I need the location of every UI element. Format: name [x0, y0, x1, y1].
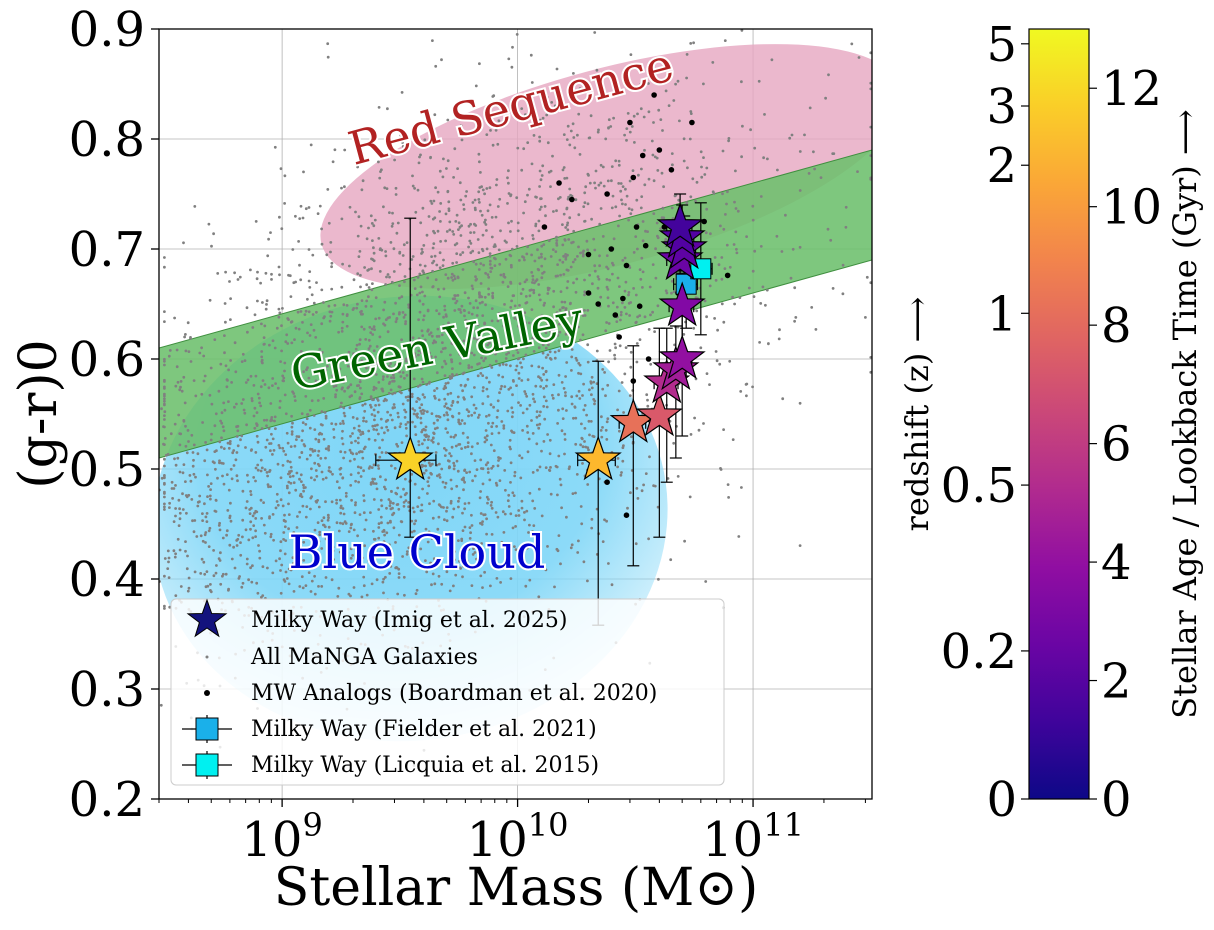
- mw-analog-point: [595, 301, 602, 307]
- legend-label-analogs: MW Analogs (Boardman et al. 2020): [251, 681, 657, 706]
- mw-imig-star: [635, 391, 683, 437]
- x-tick-label: 109: [241, 806, 322, 868]
- colorbar: [1028, 28, 1090, 800]
- legend-symbol-square: [195, 753, 219, 777]
- colorbar-age-tick-label: 8: [1101, 298, 1132, 354]
- mw-analog-points: [541, 92, 731, 518]
- colorbar-redshift-tick-label: 1: [986, 286, 1017, 342]
- colorbar-age-label: Stellar Age / Lookback Time (Gyr) ⟶: [1166, 109, 1204, 719]
- legend-label-fielder: Milky Way (Fielder et al. 2021): [251, 717, 597, 742]
- legend-symbol-star: [186, 598, 228, 638]
- plot-frame: [158, 28, 873, 800]
- x-tick-label: 1011: [702, 806, 804, 868]
- mw-imig-star: [658, 334, 706, 380]
- mw-analog-point: [585, 251, 592, 258]
- colorbar-redshift-tick-label: 0.5: [941, 458, 1017, 514]
- legend-label-manga: All MaNGA Galaxies: [250, 645, 478, 670]
- mw-analog-point: [604, 479, 610, 486]
- mw-analog-point: [630, 174, 637, 181]
- colorbar-redshift-tick-label: 0.2: [941, 624, 1017, 680]
- legend-symbol-square: [195, 717, 219, 741]
- mw-analog-point: [668, 167, 675, 173]
- colorbar-redshift-tick-label: 0: [986, 772, 1017, 828]
- colorbar-age-tick-label: 6: [1101, 417, 1132, 473]
- y-tick-label: 0.3: [69, 662, 145, 718]
- mw-analog-point: [623, 262, 630, 269]
- mw-analog-point: [620, 295, 626, 302]
- x-axis-label: Stellar Mass (M⊙): [274, 858, 758, 918]
- colorbar-age-tick-label: 10: [1101, 180, 1162, 236]
- y-axis-label: (g-r)0: [9, 339, 69, 488]
- mw-analog-point: [636, 303, 643, 310]
- mw-analog-point: [604, 191, 610, 197]
- legend-symbol-dot: [204, 690, 210, 696]
- mw-analog-point: [639, 152, 646, 159]
- mw-analog-point: [541, 224, 548, 230]
- mw-analog-point: [689, 119, 695, 126]
- colorbar-redshift-label: redshift (z) ⟶: [898, 297, 936, 532]
- y-tick-label: 0.4: [69, 552, 145, 608]
- colorbar-redshift-tick-label: 5: [986, 17, 1017, 73]
- mw-analog-point: [608, 246, 615, 252]
- mw-analog-point: [656, 147, 663, 153]
- mw-analog-point: [645, 356, 652, 362]
- colorbar-age-tick-label: 4: [1101, 535, 1132, 591]
- mw-analog-point: [633, 224, 640, 230]
- green-valley-region: [159, 149, 872, 459]
- mw-analog-point: [623, 512, 630, 518]
- mw-analog-point: [616, 334, 622, 340]
- y-tick-label: 0.9: [69, 2, 145, 58]
- y-tick-label: 0.5: [69, 442, 145, 498]
- mw-analog-point: [701, 218, 707, 225]
- legend-symbol-small-dot: [205, 655, 209, 659]
- colorbar-redshift-tick-label: 2: [986, 138, 1017, 194]
- y-tick-label: 0.7: [69, 222, 145, 278]
- mw-analog-point: [627, 119, 633, 126]
- colorbar-redshift-tick-label: 3: [986, 79, 1017, 135]
- colorbar-age-tick-label: 12: [1101, 61, 1162, 117]
- legend-label-licquia: Milky Way (Licquia et al. 2015): [251, 753, 599, 778]
- mw-analog-point: [724, 272, 731, 279]
- y-tick-label: 0.6: [69, 332, 145, 388]
- mw-analog-point: [569, 196, 575, 203]
- y-tick-label: 0.2: [69, 772, 145, 828]
- mw-imig-star: [386, 435, 434, 481]
- colorbar-age-tick-label: 0: [1101, 772, 1132, 828]
- mw-imig-star: [658, 281, 706, 327]
- mw-imig-star: [574, 435, 622, 481]
- mw-analog-point: [556, 180, 562, 186]
- x-tick-label: 1010: [467, 806, 569, 868]
- mw-imig-star: [656, 202, 704, 248]
- colorbar-age-tick-label: 2: [1101, 654, 1132, 710]
- y-tick-label: 0.8: [69, 112, 145, 168]
- legend: Milky Way (Imig et al. 2025) All MaNGA G…: [170, 598, 725, 786]
- mw-analog-point: [651, 92, 657, 98]
- mw-analog-point: [585, 290, 592, 296]
- mw-analog-point: [642, 242, 649, 249]
- axis-ticks: 0.2 0.3 0.4 0.5 0.6 0.7 0.8 0.9 109 1010 1011: [69, 2, 866, 868]
- imig-mw-stars: [386, 202, 708, 481]
- blue-cloud-label: Blue Cloud: [289, 525, 546, 579]
- legend-label-imig: Milky Way (Imig et al. 2025): [251, 608, 567, 633]
- mw-analog-point: [612, 312, 619, 318]
